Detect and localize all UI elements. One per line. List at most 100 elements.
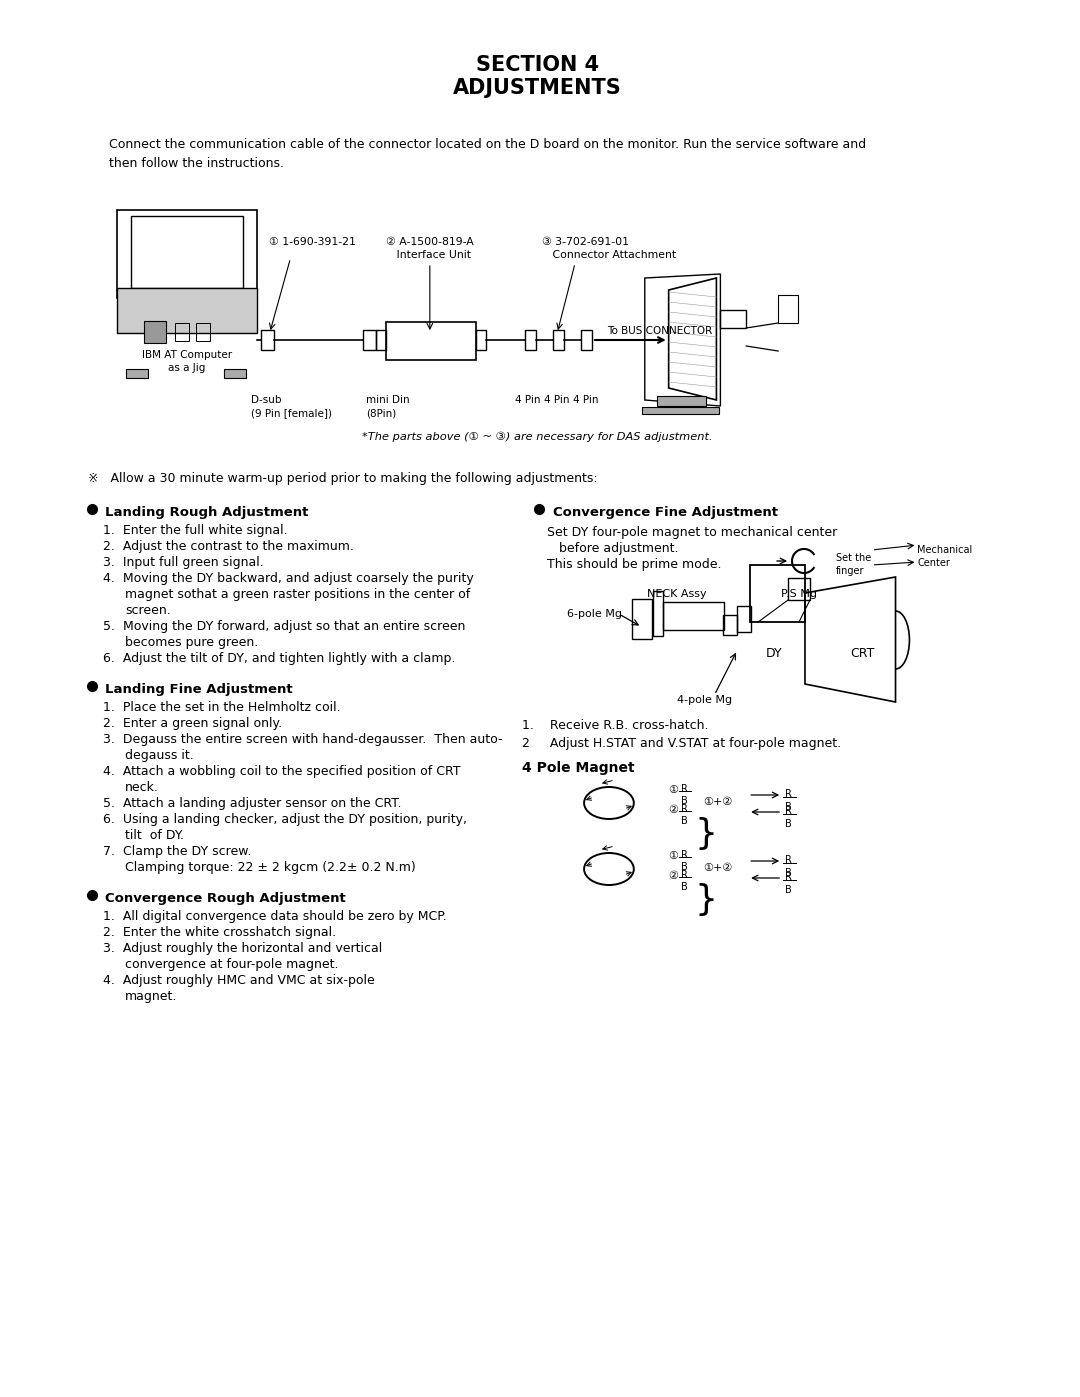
Bar (553, 330, 564, 351)
Text: magnet sothat a green raster positions in the center of: magnet sothat a green raster positions i… (125, 588, 471, 601)
Bar (118, 288, 257, 332)
Text: becomes pure green.: becomes pure green. (125, 636, 258, 650)
Text: Mechanical
Center: Mechanical Center (917, 545, 973, 569)
Text: 7.  Clamp the DY screw.: 7. Clamp the DY screw. (104, 845, 252, 858)
Text: ① 1-690-391-21: ① 1-690-391-21 (269, 237, 355, 247)
Text: B: B (680, 796, 687, 806)
Text: 2.  Adjust the contrast to the maximum.: 2. Adjust the contrast to the maximum. (104, 541, 354, 553)
Text: 4-pole Mg: 4-pole Mg (676, 694, 732, 705)
Bar (738, 606, 752, 631)
Text: before adjustment.: before adjustment. (559, 542, 678, 555)
Text: 3.  Adjust roughly the horizontal and vertical: 3. Adjust roughly the horizontal and ver… (104, 942, 382, 956)
Text: Set DY four-pole magnet to mechanical center: Set DY four-pole magnet to mechanical ce… (548, 527, 837, 539)
Bar (363, 330, 376, 351)
Bar (632, 599, 651, 638)
Bar (224, 369, 246, 379)
Text: 4 Pin: 4 Pin (573, 395, 598, 405)
Bar (175, 323, 189, 341)
Text: 6.  Adjust the tilt of DY, and tighten lightly with a clamp.: 6. Adjust the tilt of DY, and tighten li… (104, 652, 456, 665)
Text: R: R (680, 784, 688, 793)
Text: 4 Pole Magnet: 4 Pole Magnet (523, 761, 635, 775)
Text: }: } (694, 883, 717, 916)
Text: 3.  Degauss the entire screen with hand-degausser.  Then auto-: 3. Degauss the entire screen with hand-d… (104, 733, 503, 746)
Text: 4 Pin: 4 Pin (515, 395, 541, 405)
Text: 6.  Using a landing checker, adjust the DY position, purity,: 6. Using a landing checker, adjust the D… (104, 813, 468, 826)
Bar (788, 578, 810, 599)
Bar (720, 310, 746, 328)
Text: 3.  Input full green signal.: 3. Input full green signal. (104, 556, 265, 569)
Text: ③ 3-702-691-01
   Connector Attachment: ③ 3-702-691-01 Connector Attachment (542, 237, 676, 260)
Bar (581, 330, 592, 351)
Bar (132, 217, 243, 288)
Text: IBM AT Computer
as a Jig: IBM AT Computer as a Jig (141, 351, 232, 373)
Bar (751, 564, 805, 622)
Bar (118, 210, 257, 298)
Bar (652, 591, 663, 636)
Bar (195, 323, 210, 341)
Text: 1.  Enter the full white signal.: 1. Enter the full white signal. (104, 524, 288, 536)
Text: ①+②: ①+② (703, 798, 733, 807)
Bar (657, 395, 706, 407)
Text: To BUS CONNECTOR: To BUS CONNECTOR (607, 326, 712, 337)
Bar (475, 330, 486, 351)
Text: R: R (680, 849, 688, 861)
Text: R: R (785, 806, 792, 816)
Bar (642, 407, 719, 414)
Text: 1.  All digital convergence data should be zero by MCP.: 1. All digital convergence data should b… (104, 909, 447, 923)
Text: 4.  Attach a wobbling coil to the specified position of CRT: 4. Attach a wobbling coil to the specifi… (104, 766, 461, 778)
Text: B: B (680, 862, 687, 872)
Bar (386, 321, 475, 360)
Text: Connect the communication cable of the connector located on the D board on the m: Connect the communication cable of the c… (109, 138, 866, 170)
Bar (778, 295, 798, 323)
Text: R: R (785, 872, 792, 882)
Text: NECK Assy: NECK Assy (647, 590, 706, 599)
Text: R: R (785, 855, 792, 865)
Text: mini Din
(8Pin): mini Din (8Pin) (366, 395, 409, 418)
Text: 2.  Enter a green signal only.: 2. Enter a green signal only. (104, 717, 283, 731)
Text: P.S Mg: P.S Mg (781, 590, 818, 599)
Text: ②: ② (669, 805, 678, 814)
Text: R: R (785, 789, 792, 799)
Bar (161, 296, 211, 310)
Text: 4 Pin: 4 Pin (544, 395, 570, 405)
Text: }: } (694, 817, 717, 851)
Text: magnet.: magnet. (125, 990, 178, 1003)
Text: Set the
finger: Set the finger (836, 553, 872, 576)
Text: B: B (785, 819, 792, 828)
Bar (525, 330, 537, 351)
Text: B: B (680, 882, 687, 893)
Bar (126, 369, 148, 379)
Text: ②: ② (669, 870, 678, 882)
Text: 5.  Attach a landing adjuster sensor on the CRT.: 5. Attach a landing adjuster sensor on t… (104, 798, 402, 810)
Text: 6-pole Mg: 6-pole Mg (567, 609, 622, 619)
Bar (376, 330, 386, 351)
Text: B: B (785, 802, 792, 812)
Text: SECTION 4: SECTION 4 (476, 54, 599, 75)
Text: B: B (785, 868, 792, 877)
Text: convergence at four-pole magnet.: convergence at four-pole magnet. (125, 958, 339, 971)
Bar (724, 615, 738, 636)
Text: 4.  Adjust roughly HMC and VMC at six-pole: 4. Adjust roughly HMC and VMC at six-pol… (104, 974, 375, 988)
Text: 5.  Moving the DY forward, adjust so that an entire screen: 5. Moving the DY forward, adjust so that… (104, 620, 465, 633)
Text: screen.: screen. (125, 604, 171, 617)
Text: degauss it.: degauss it. (125, 749, 194, 761)
Text: This should be prime mode.: This should be prime mode. (548, 557, 721, 571)
Text: ② A-1500-819-A
   Interface Unit: ② A-1500-819-A Interface Unit (386, 237, 474, 260)
Text: R: R (680, 870, 688, 880)
Text: 1.    Receive R.B. cross-hatch.: 1. Receive R.B. cross-hatch. (523, 719, 708, 732)
Text: R: R (680, 805, 688, 814)
Text: DY: DY (766, 647, 783, 659)
Text: ADJUSTMENTS: ADJUSTMENTS (453, 78, 622, 98)
Text: 1.  Place the set in the Helmholtz coil.: 1. Place the set in the Helmholtz coil. (104, 701, 341, 714)
Bar (663, 602, 725, 630)
Bar (260, 330, 273, 351)
Text: neck.: neck. (125, 781, 159, 793)
Text: Landing Rough Adjustment: Landing Rough Adjustment (106, 506, 309, 520)
Text: B: B (680, 816, 687, 826)
Text: *The parts above (① ~ ③) are necessary for DAS adjustment.: *The parts above (① ~ ③) are necessary f… (362, 432, 713, 443)
Text: 4.  Moving the DY backward, and adjust coarsely the purity: 4. Moving the DY backward, and adjust co… (104, 571, 474, 585)
Text: CRT: CRT (851, 647, 875, 659)
Text: ※   Allow a 30 minute warm-up period prior to making the following adjustments:: ※ Allow a 30 minute warm-up period prior… (87, 472, 597, 485)
Text: ①+②: ①+② (703, 863, 733, 873)
Text: ①: ① (669, 851, 678, 861)
